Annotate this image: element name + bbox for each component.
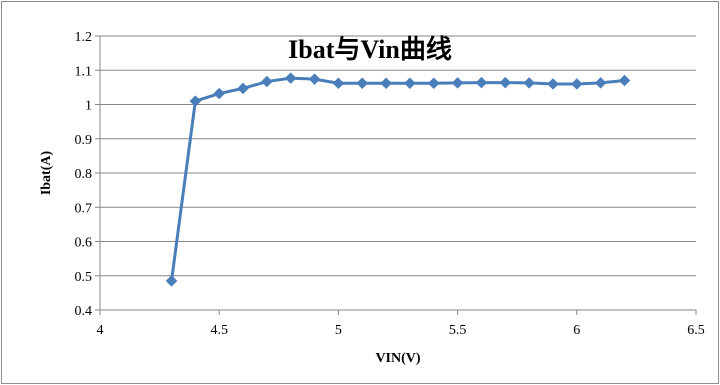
axes	[95, 35, 697, 315]
data-point	[284, 72, 297, 84]
x-tick-label: 4.5	[210, 323, 228, 338]
data-point	[261, 75, 273, 88]
data-point	[332, 77, 345, 90]
chart-title: Ibat与Vin曲线	[288, 35, 452, 64]
data-point	[427, 77, 440, 90]
data-point	[165, 275, 178, 287]
x-tick-label: 5	[335, 323, 342, 338]
y-tick-label: 0.6	[75, 236, 93, 251]
data-point	[213, 87, 226, 100]
data-point	[547, 78, 559, 90]
data-point	[618, 74, 631, 87]
y-axis-title: Ibat(A)	[39, 151, 54, 196]
data-point	[189, 95, 202, 107]
data-point	[237, 82, 249, 95]
y-tick-label: 1.2	[75, 30, 93, 45]
data-point	[570, 78, 583, 90]
y-tick-label: 1.1	[75, 64, 93, 79]
data-point	[356, 77, 369, 90]
x-tick-label: 4	[97, 323, 104, 338]
series	[165, 72, 631, 287]
y-tick-label: 0.7	[75, 201, 93, 216]
y-tick-label: 0.4	[75, 304, 93, 319]
data-point	[308, 73, 321, 86]
data-point	[451, 77, 464, 89]
x-axis-title: VIN(V)	[375, 351, 420, 366]
data-point	[499, 76, 512, 89]
x-tick-label: 5.5	[449, 323, 467, 338]
y-tick-label: 0.5	[75, 270, 93, 285]
gridlines	[100, 35, 696, 277]
data-point	[380, 77, 392, 90]
y-tick-label: 0.9	[75, 133, 93, 148]
x-tick-label: 6.5	[687, 323, 705, 338]
data-point	[594, 77, 607, 89]
y-tick-label: 0.8	[75, 167, 93, 182]
x-tick-label: 6	[573, 323, 580, 338]
data-point	[475, 76, 488, 89]
data-point	[523, 77, 535, 89]
y-tick-label: 1	[85, 99, 92, 114]
tick-labels: 0.4 0.5 0.6 0.7 0.8 0.9 1 1.1 1.2 4 4.5 5 5.5 6 6.5	[75, 30, 705, 338]
data-point	[404, 77, 416, 90]
